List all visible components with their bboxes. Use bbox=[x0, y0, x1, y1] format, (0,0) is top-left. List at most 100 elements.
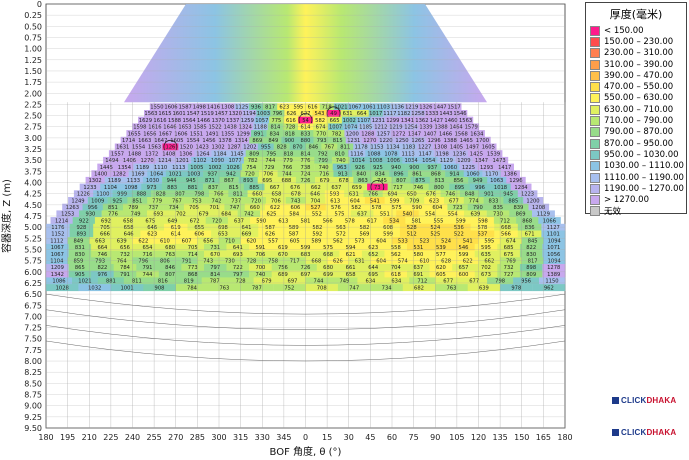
cell-value: 1585 bbox=[193, 125, 206, 131]
data-cell bbox=[333, 170, 353, 178]
data-cell bbox=[350, 210, 374, 218]
data-cell bbox=[316, 243, 340, 251]
cell-value: 1112 bbox=[50, 238, 63, 244]
cell-value: 604 bbox=[376, 238, 387, 244]
data-cell bbox=[474, 243, 498, 251]
cell-value: 798 bbox=[194, 192, 204, 198]
data-cell bbox=[205, 163, 225, 171]
cell-value: 746 bbox=[97, 252, 107, 258]
cell-value: 641 bbox=[242, 225, 252, 231]
data-cell bbox=[273, 143, 290, 151]
cell-value: 926 bbox=[355, 165, 365, 171]
data-cell bbox=[102, 203, 124, 211]
cell-value: 898 bbox=[526, 265, 536, 271]
cell-value: 775 bbox=[271, 118, 281, 124]
cell-value: 978 bbox=[511, 285, 521, 291]
cell-value: 749 bbox=[131, 212, 141, 218]
cell-value: 900 bbox=[284, 138, 294, 144]
data-cell bbox=[413, 237, 436, 245]
data-cell bbox=[503, 197, 524, 204]
cell-value: 622 bbox=[138, 238, 148, 244]
data-cell bbox=[116, 230, 141, 238]
cell-value: 1250 bbox=[395, 138, 408, 144]
cell-value: 845 bbox=[528, 238, 538, 244]
data-cell bbox=[285, 183, 306, 191]
data-cell bbox=[418, 123, 434, 131]
data-cell bbox=[528, 203, 550, 211]
data-cell bbox=[384, 197, 405, 204]
cell-value: 701 bbox=[209, 205, 219, 211]
cell-value: 1117 bbox=[383, 111, 396, 117]
data-cell bbox=[478, 237, 501, 245]
cell-value: 1494 bbox=[105, 158, 119, 164]
cell-value: 729 bbox=[264, 165, 274, 171]
cell-value: 1182 bbox=[397, 111, 410, 117]
data-cell bbox=[353, 143, 370, 151]
data-cell bbox=[542, 243, 566, 251]
cell-value: 745 bbox=[377, 178, 387, 184]
cell-value: 582 bbox=[312, 225, 322, 231]
cell-value: 1663 bbox=[138, 138, 151, 144]
data-cell bbox=[46, 223, 70, 231]
y-tick-label: 2.00 bbox=[24, 89, 42, 98]
y-tick-label: 4.75 bbox=[24, 212, 42, 221]
cell-value: 766 bbox=[368, 192, 378, 198]
cell-value: 1113 bbox=[172, 165, 185, 171]
cell-value: 1656 bbox=[143, 131, 156, 137]
data-cell bbox=[385, 116, 401, 124]
data-cell bbox=[387, 183, 409, 191]
legend-entry: 630.00 – 710.00 bbox=[590, 104, 686, 115]
data-cell bbox=[327, 257, 349, 265]
cell-value: 720 bbox=[245, 172, 255, 178]
cell-value: 763 bbox=[447, 285, 457, 291]
data-cell bbox=[233, 136, 250, 144]
data-cell bbox=[250, 217, 273, 225]
data-cell bbox=[424, 197, 445, 204]
cell-value: 702 bbox=[176, 212, 186, 218]
y-tick-label: 7.00 bbox=[24, 312, 42, 321]
cell-value: 881 bbox=[188, 185, 198, 191]
data-cell bbox=[298, 116, 314, 124]
data-cell bbox=[226, 264, 250, 271]
cell-value: 610 bbox=[160, 238, 170, 244]
data-cell bbox=[101, 210, 125, 218]
data-cell bbox=[477, 163, 496, 171]
data-cell bbox=[352, 223, 377, 231]
y-tick-label: 2.75 bbox=[24, 123, 42, 132]
data-cell bbox=[162, 143, 179, 151]
data-cell bbox=[243, 156, 262, 164]
cell-value: 1488 bbox=[128, 151, 141, 157]
data-cell bbox=[519, 270, 543, 278]
data-cell bbox=[399, 150, 417, 158]
data-cell bbox=[360, 217, 384, 225]
data-cell bbox=[294, 264, 318, 271]
cell-value: 1341 bbox=[401, 118, 414, 124]
cell-value: 1389 bbox=[547, 272, 560, 278]
data-cell bbox=[442, 136, 459, 144]
data-cell bbox=[197, 237, 220, 245]
data-cell bbox=[373, 210, 397, 218]
cell-value: 697 bbox=[288, 279, 298, 285]
cell-value: 658 bbox=[346, 272, 356, 278]
cell-value: 930 bbox=[85, 212, 95, 218]
cell-value: 623 bbox=[368, 245, 378, 251]
data-cell bbox=[72, 277, 99, 285]
data-cell bbox=[427, 203, 448, 211]
data-cell bbox=[328, 130, 345, 138]
cell-value: 813 bbox=[434, 178, 444, 184]
data-cell bbox=[316, 217, 340, 225]
data-cell bbox=[248, 103, 264, 111]
cell-value: 893 bbox=[76, 232, 86, 238]
cell-value: 1522 bbox=[208, 125, 221, 131]
data-cell bbox=[94, 217, 118, 225]
y-tick-label: 7.25 bbox=[24, 324, 42, 333]
y-tick-label: 6.25 bbox=[24, 279, 42, 288]
x-tick-label: 180 bbox=[557, 433, 572, 442]
vessel-contour bbox=[45, 309, 566, 330]
data-cell bbox=[337, 284, 371, 292]
cell-value: 1008 bbox=[369, 158, 382, 164]
data-cell bbox=[305, 183, 327, 191]
cell-value: 747 bbox=[349, 285, 359, 291]
cell-value: 883 bbox=[167, 185, 177, 191]
